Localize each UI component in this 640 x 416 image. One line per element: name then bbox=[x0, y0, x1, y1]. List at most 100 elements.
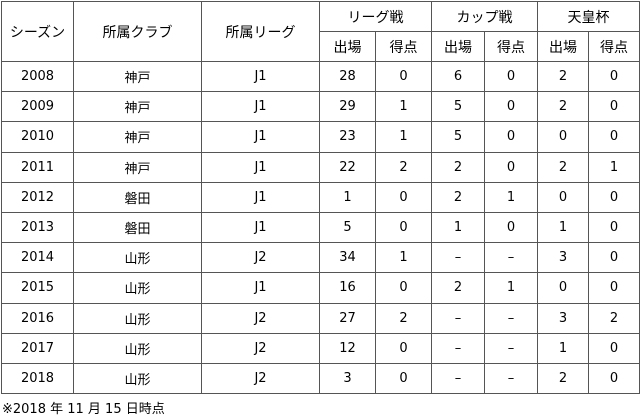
table-cell: 0 bbox=[375, 211, 432, 244]
table-cell: 34 bbox=[319, 242, 376, 274]
table-cell: 1 bbox=[319, 181, 376, 213]
table-cell: 0 bbox=[484, 151, 538, 183]
table-cell: 0 bbox=[588, 181, 640, 213]
table-row: 2013 磐田 J1 5 0 1 0 1 0 bbox=[1, 211, 640, 244]
table-cell: 0 bbox=[484, 121, 538, 153]
table-cell: J1 bbox=[201, 181, 320, 213]
table-cell: 12 bbox=[319, 332, 376, 364]
header-cell: 所属クラブ bbox=[73, 1, 202, 62]
table-cell: 2009 bbox=[1, 91, 74, 123]
table-cell: 2010 bbox=[1, 121, 74, 153]
table-cell: 1 bbox=[431, 211, 485, 244]
table-cell: J2 bbox=[201, 332, 320, 364]
table-cell: 2008 bbox=[1, 60, 74, 93]
table-cell: 磐田 bbox=[73, 181, 202, 213]
table-cell: 0 bbox=[375, 332, 432, 364]
subheader-cell: 出場 bbox=[319, 31, 376, 62]
table-cell: 0 bbox=[588, 91, 640, 123]
table-cell: 2 bbox=[375, 302, 432, 334]
table-cell: 1 bbox=[537, 211, 589, 244]
table-cell: 16 bbox=[319, 272, 376, 304]
table-cell: 2 bbox=[537, 60, 589, 93]
table-cell: 2013 bbox=[1, 211, 74, 244]
table-cell: 山形 bbox=[73, 242, 202, 274]
table-cell: – bbox=[431, 302, 485, 334]
table-cell: 0 bbox=[375, 181, 432, 213]
table-cell: 2 bbox=[537, 151, 589, 183]
table-row: 2018 山形 J2 3 0– –2 0 bbox=[1, 362, 640, 395]
table-cell: J1 bbox=[201, 211, 320, 244]
table-row: 2014 山形 J2 34 1– –3 0 bbox=[1, 242, 640, 274]
table-cell: 3 bbox=[537, 242, 589, 274]
table-cell: J2 bbox=[201, 362, 320, 395]
table-cell: 0 bbox=[484, 211, 538, 244]
table-row: 2009 神戸 J1 29 1 5 0 2 0 bbox=[1, 91, 640, 123]
table-cell: – bbox=[431, 362, 485, 395]
subheader-cell: 得点 bbox=[375, 31, 432, 62]
table-cell: 山形 bbox=[73, 272, 202, 304]
table-cell: 0 bbox=[588, 60, 640, 93]
table-cell: J1 bbox=[201, 121, 320, 153]
subheader-row: 出場 得点 出場 得点 出場 得点 bbox=[2, 31, 640, 62]
footnote: ※2018 年 11 月 15 日時点 bbox=[2, 402, 165, 416]
table-cell: 2012 bbox=[1, 181, 74, 213]
table-cell: 1 bbox=[484, 181, 538, 213]
table-cell: 神戸 bbox=[73, 60, 202, 93]
table-cell: 29 bbox=[319, 91, 376, 123]
table-cell: 0 bbox=[375, 362, 432, 395]
table-cell: 2 bbox=[431, 151, 485, 183]
table-cell: 2018 bbox=[1, 362, 74, 395]
table-cell: 0 bbox=[375, 60, 432, 93]
table-cell: – bbox=[431, 242, 485, 274]
table-cell: – bbox=[484, 362, 538, 395]
header-cell: シーズン bbox=[1, 1, 74, 62]
table-cell: 1 bbox=[375, 91, 432, 123]
table-cell: 2 bbox=[588, 302, 640, 334]
table-cell: 2017 bbox=[1, 332, 74, 364]
table-cell: 2 bbox=[537, 362, 589, 395]
table-cell: 0 bbox=[588, 211, 640, 244]
table-cell: 23 bbox=[319, 121, 376, 153]
table-cell: – bbox=[431, 332, 485, 364]
table-cell: 2 bbox=[375, 151, 432, 183]
table-cell: 5 bbox=[431, 121, 485, 153]
table-cell: 5 bbox=[431, 91, 485, 123]
table-cell: 0 bbox=[537, 121, 589, 153]
table-cell: 山形 bbox=[73, 362, 202, 395]
table-cell: – bbox=[484, 302, 538, 334]
subheader-cell: 得点 bbox=[588, 31, 640, 62]
table-cell: J1 bbox=[201, 151, 320, 183]
table-row: 2010 神戸 J1 23 1 5 0 0 0 bbox=[1, 121, 640, 153]
table-cell: 0 bbox=[484, 60, 538, 93]
table-cell: 0 bbox=[588, 242, 640, 274]
subheader-cell: 得点 bbox=[484, 31, 538, 62]
table-cell: 神戸 bbox=[73, 91, 202, 123]
table-cell: 0 bbox=[484, 91, 538, 123]
table-cell: 1 bbox=[588, 151, 640, 183]
table-cell: 0 bbox=[588, 362, 640, 395]
header-cell: 所属リーグ bbox=[201, 1, 320, 62]
subheader-cell: 出場 bbox=[537, 31, 589, 62]
table-cell: 神戸 bbox=[73, 151, 202, 183]
table-row: 2012 磐田 J1 1 0 2 1 0 0 bbox=[1, 181, 640, 213]
table-cell: 磐田 bbox=[73, 211, 202, 244]
table-cell: 1 bbox=[537, 332, 589, 364]
table-cell: 0 bbox=[537, 181, 589, 213]
table-cell: 0 bbox=[537, 272, 589, 304]
table-cell: 22 bbox=[319, 151, 376, 183]
table-row: 2015 山形 J1 16 0 2 1 0 0 bbox=[1, 272, 640, 304]
group-header: カップ戦 bbox=[431, 1, 538, 32]
table-cell: – bbox=[484, 242, 538, 274]
table-cell: 0 bbox=[588, 272, 640, 304]
table-cell: 28 bbox=[319, 60, 376, 93]
table-cell: J2 bbox=[201, 302, 320, 334]
table-cell: 3 bbox=[537, 302, 589, 334]
table-cell: 0 bbox=[375, 272, 432, 304]
table-cell: 山形 bbox=[73, 332, 202, 364]
table-cell: 3 bbox=[319, 362, 376, 395]
subheader-cell: 出場 bbox=[431, 31, 485, 62]
table-cell: 2 bbox=[431, 181, 485, 213]
table-cell: 2016 bbox=[1, 302, 74, 334]
table-row: 2017 山形 J2 12 0– –1 0 bbox=[1, 332, 640, 364]
